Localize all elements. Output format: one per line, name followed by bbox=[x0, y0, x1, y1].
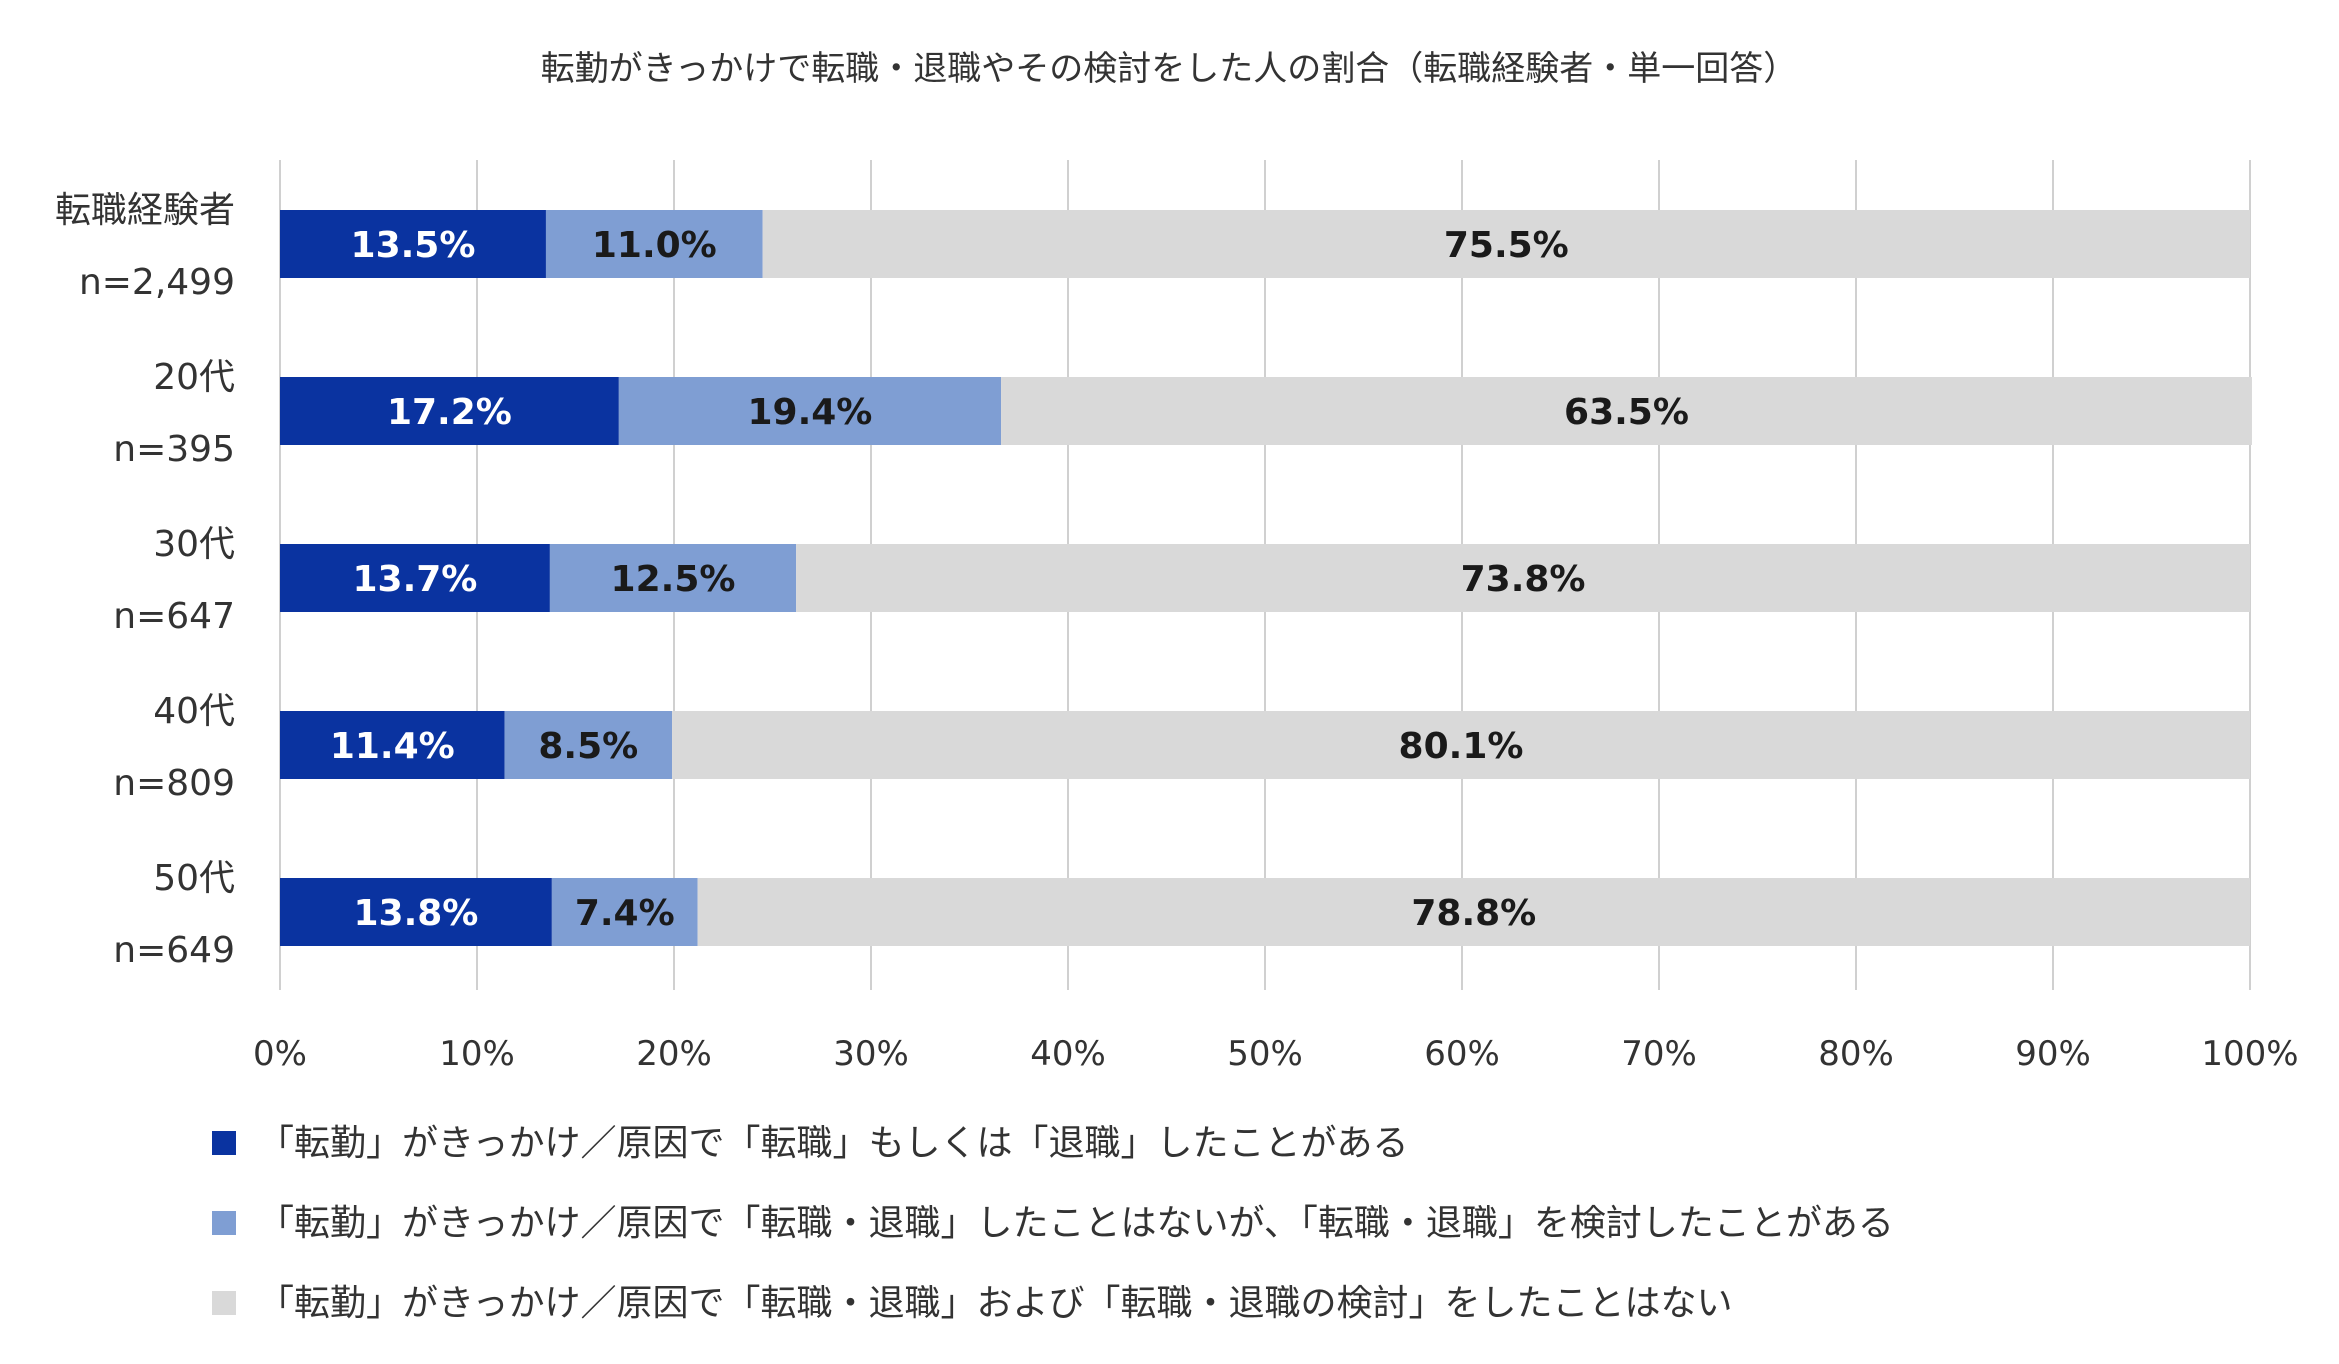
category-label: 50代 bbox=[153, 858, 235, 899]
x-tick-label: 50% bbox=[1227, 1034, 1303, 1074]
bar-segment bbox=[280, 377, 619, 445]
data-label: 11.0% bbox=[592, 225, 717, 266]
data-label: 13.5% bbox=[351, 225, 476, 266]
data-label: 78.8% bbox=[1411, 893, 1536, 934]
bar-segment bbox=[280, 878, 552, 946]
bar-segment bbox=[796, 544, 2250, 612]
bars: 13.5% 11.0% 75.5% 17.2% 19.4% 63.5% 13.7% 12.5%… bbox=[280, 210, 2252, 946]
x-tick-label: 100% bbox=[2201, 1034, 2298, 1074]
bar-segment bbox=[672, 711, 2250, 779]
data-label: 75.5% bbox=[1444, 225, 1569, 266]
data-label: 13.7% bbox=[352, 559, 477, 600]
bar-segment bbox=[504, 711, 673, 779]
data-label: 13.8% bbox=[353, 893, 478, 934]
x-tick-label: 40% bbox=[1030, 1034, 1106, 1074]
category-n-label: n=647 bbox=[113, 596, 235, 637]
legend-label: 「転勤」がきっかけ／原因で「転職」もしくは「退職」したことがある bbox=[258, 1123, 1409, 1164]
category-label: 30代 bbox=[153, 524, 235, 565]
data-label: 63.5% bbox=[1564, 392, 1689, 433]
bar-segment bbox=[280, 210, 546, 278]
category-n-label: n=649 bbox=[113, 930, 235, 971]
x-tick-label: 90% bbox=[2015, 1034, 2091, 1074]
bar-segment bbox=[549, 544, 797, 612]
x-tick-label: 0% bbox=[253, 1034, 307, 1074]
legend-swatch bbox=[212, 1211, 236, 1235]
bar-segment bbox=[551, 878, 698, 946]
data-label: 11.4% bbox=[330, 726, 455, 767]
x-tick-label: 80% bbox=[1818, 1034, 1894, 1074]
data-label: 73.8% bbox=[1461, 559, 1586, 600]
legend-swatch bbox=[212, 1291, 236, 1315]
legend-label: 「転勤」がきっかけ／原因で「転職・退職」および「転職・退職の検討」をしたことはな… bbox=[258, 1283, 1733, 1324]
legend-label: 「転勤」がきっかけ／原因で「転職・退職」したことはないが、「転職・退職」を検討し… bbox=[258, 1203, 1894, 1244]
data-label: 19.4% bbox=[747, 392, 872, 433]
x-tick-label: 70% bbox=[1621, 1034, 1697, 1074]
bar-segment bbox=[1001, 377, 2252, 445]
data-label: 80.1% bbox=[1399, 726, 1524, 767]
bar-segment bbox=[280, 711, 505, 779]
category-label: 40代 bbox=[153, 691, 235, 732]
x-tick-label: 10% bbox=[439, 1034, 515, 1074]
x-tick-label: 30% bbox=[833, 1034, 909, 1074]
data-label: 8.5% bbox=[538, 726, 638, 767]
bar-segment bbox=[762, 210, 2250, 278]
category-n-label: n=2,499 bbox=[79, 262, 235, 303]
legend-swatch bbox=[212, 1131, 236, 1155]
category-n-label: n=395 bbox=[113, 429, 235, 470]
bar-segment bbox=[697, 878, 2250, 946]
category-label: 転職経験者 bbox=[55, 190, 235, 231]
data-label: 7.4% bbox=[575, 893, 675, 934]
category-labels: 転職経験者 n=2,499 20代 n=395 30代 n=647 40代 n=809 50代 n… bbox=[55, 190, 235, 971]
chart-title: 転勤がきっかけで転職・退職やその検討をした人の割合（転職経験者・単一回答） bbox=[541, 49, 1798, 89]
x-tick-label: 60% bbox=[1424, 1034, 1500, 1074]
bar-segment bbox=[280, 544, 550, 612]
x-axis-tick-labels: 0% 10% 20% 30% 40% 50% 60% 70% 80% 90% 100% bbox=[253, 1034, 2299, 1074]
category-label: 20代 bbox=[153, 357, 235, 398]
legend: 「転勤」がきっかけ／原因で「転職」もしくは「退職」したことがある「転勤」がきっか… bbox=[212, 1123, 1894, 1324]
data-label: 12.5% bbox=[611, 559, 736, 600]
category-n-label: n=809 bbox=[113, 763, 235, 804]
data-label: 17.2% bbox=[387, 392, 512, 433]
bar-segment bbox=[618, 377, 1002, 445]
bar-segment bbox=[545, 210, 763, 278]
x-tick-label: 20% bbox=[636, 1034, 712, 1074]
